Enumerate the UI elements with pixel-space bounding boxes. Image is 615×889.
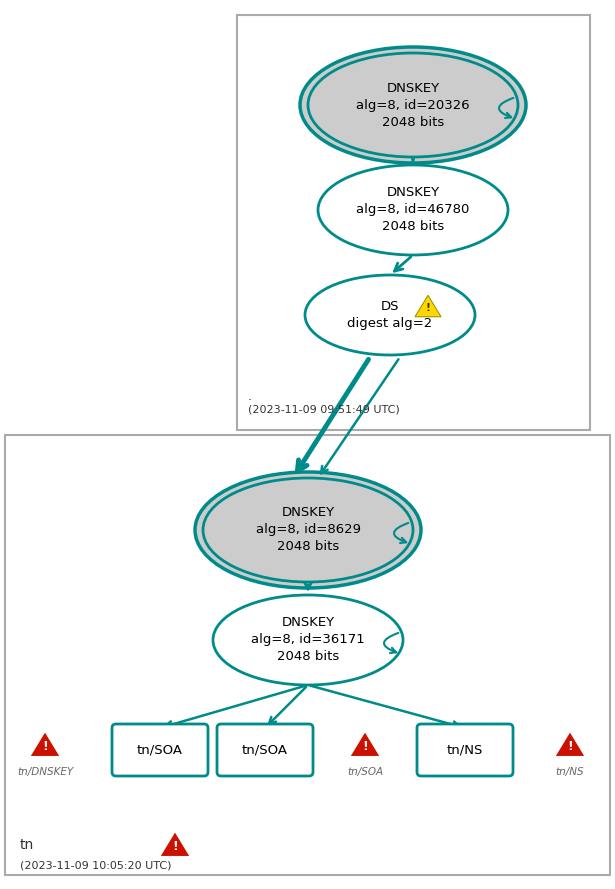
Text: tn/NS: tn/NS bbox=[556, 767, 584, 777]
Text: (2023-11-09 09:51:49 UTC): (2023-11-09 09:51:49 UTC) bbox=[248, 405, 400, 415]
Text: DNSKEY
alg=8, id=8629
2048 bits: DNSKEY alg=8, id=8629 2048 bits bbox=[255, 507, 360, 554]
Ellipse shape bbox=[203, 478, 413, 582]
Text: DNSKEY
alg=8, id=46780
2048 bits: DNSKEY alg=8, id=46780 2048 bits bbox=[356, 187, 470, 234]
FancyBboxPatch shape bbox=[112, 724, 208, 776]
FancyBboxPatch shape bbox=[417, 724, 513, 776]
Text: (2023-11-09 10:05:20 UTC): (2023-11-09 10:05:20 UTC) bbox=[20, 860, 172, 870]
Text: !: ! bbox=[426, 303, 430, 313]
Text: !: ! bbox=[567, 741, 573, 753]
Text: tn/SOA: tn/SOA bbox=[137, 743, 183, 757]
Text: tn/NS: tn/NS bbox=[447, 743, 483, 757]
Text: tn/SOA: tn/SOA bbox=[347, 767, 383, 777]
Text: !: ! bbox=[362, 741, 368, 753]
Text: !: ! bbox=[172, 840, 178, 853]
Text: !: ! bbox=[42, 741, 48, 753]
Text: DNSKEY
alg=8, id=36171
2048 bits: DNSKEY alg=8, id=36171 2048 bits bbox=[251, 616, 365, 663]
Polygon shape bbox=[415, 295, 441, 316]
Ellipse shape bbox=[300, 47, 526, 163]
Polygon shape bbox=[349, 731, 381, 757]
Ellipse shape bbox=[213, 595, 403, 685]
FancyBboxPatch shape bbox=[217, 724, 313, 776]
Polygon shape bbox=[159, 830, 191, 857]
Ellipse shape bbox=[195, 472, 421, 588]
FancyArrowPatch shape bbox=[394, 523, 408, 543]
Ellipse shape bbox=[318, 165, 508, 255]
Bar bbox=[5, 435, 610, 875]
Text: DNSKEY
alg=8, id=20326
2048 bits: DNSKEY alg=8, id=20326 2048 bits bbox=[356, 82, 470, 129]
Ellipse shape bbox=[308, 53, 518, 157]
Text: .: . bbox=[248, 390, 252, 403]
Bar bbox=[237, 15, 590, 430]
FancyArrowPatch shape bbox=[499, 98, 514, 118]
FancyArrowPatch shape bbox=[384, 633, 399, 653]
Polygon shape bbox=[29, 731, 61, 757]
Text: tn/SOA: tn/SOA bbox=[242, 743, 288, 757]
Text: tn: tn bbox=[20, 838, 34, 852]
Ellipse shape bbox=[305, 275, 475, 355]
Text: tn/DNSKEY: tn/DNSKEY bbox=[17, 767, 73, 777]
Polygon shape bbox=[554, 731, 586, 757]
Text: DS
digest alg=2: DS digest alg=2 bbox=[347, 300, 432, 330]
